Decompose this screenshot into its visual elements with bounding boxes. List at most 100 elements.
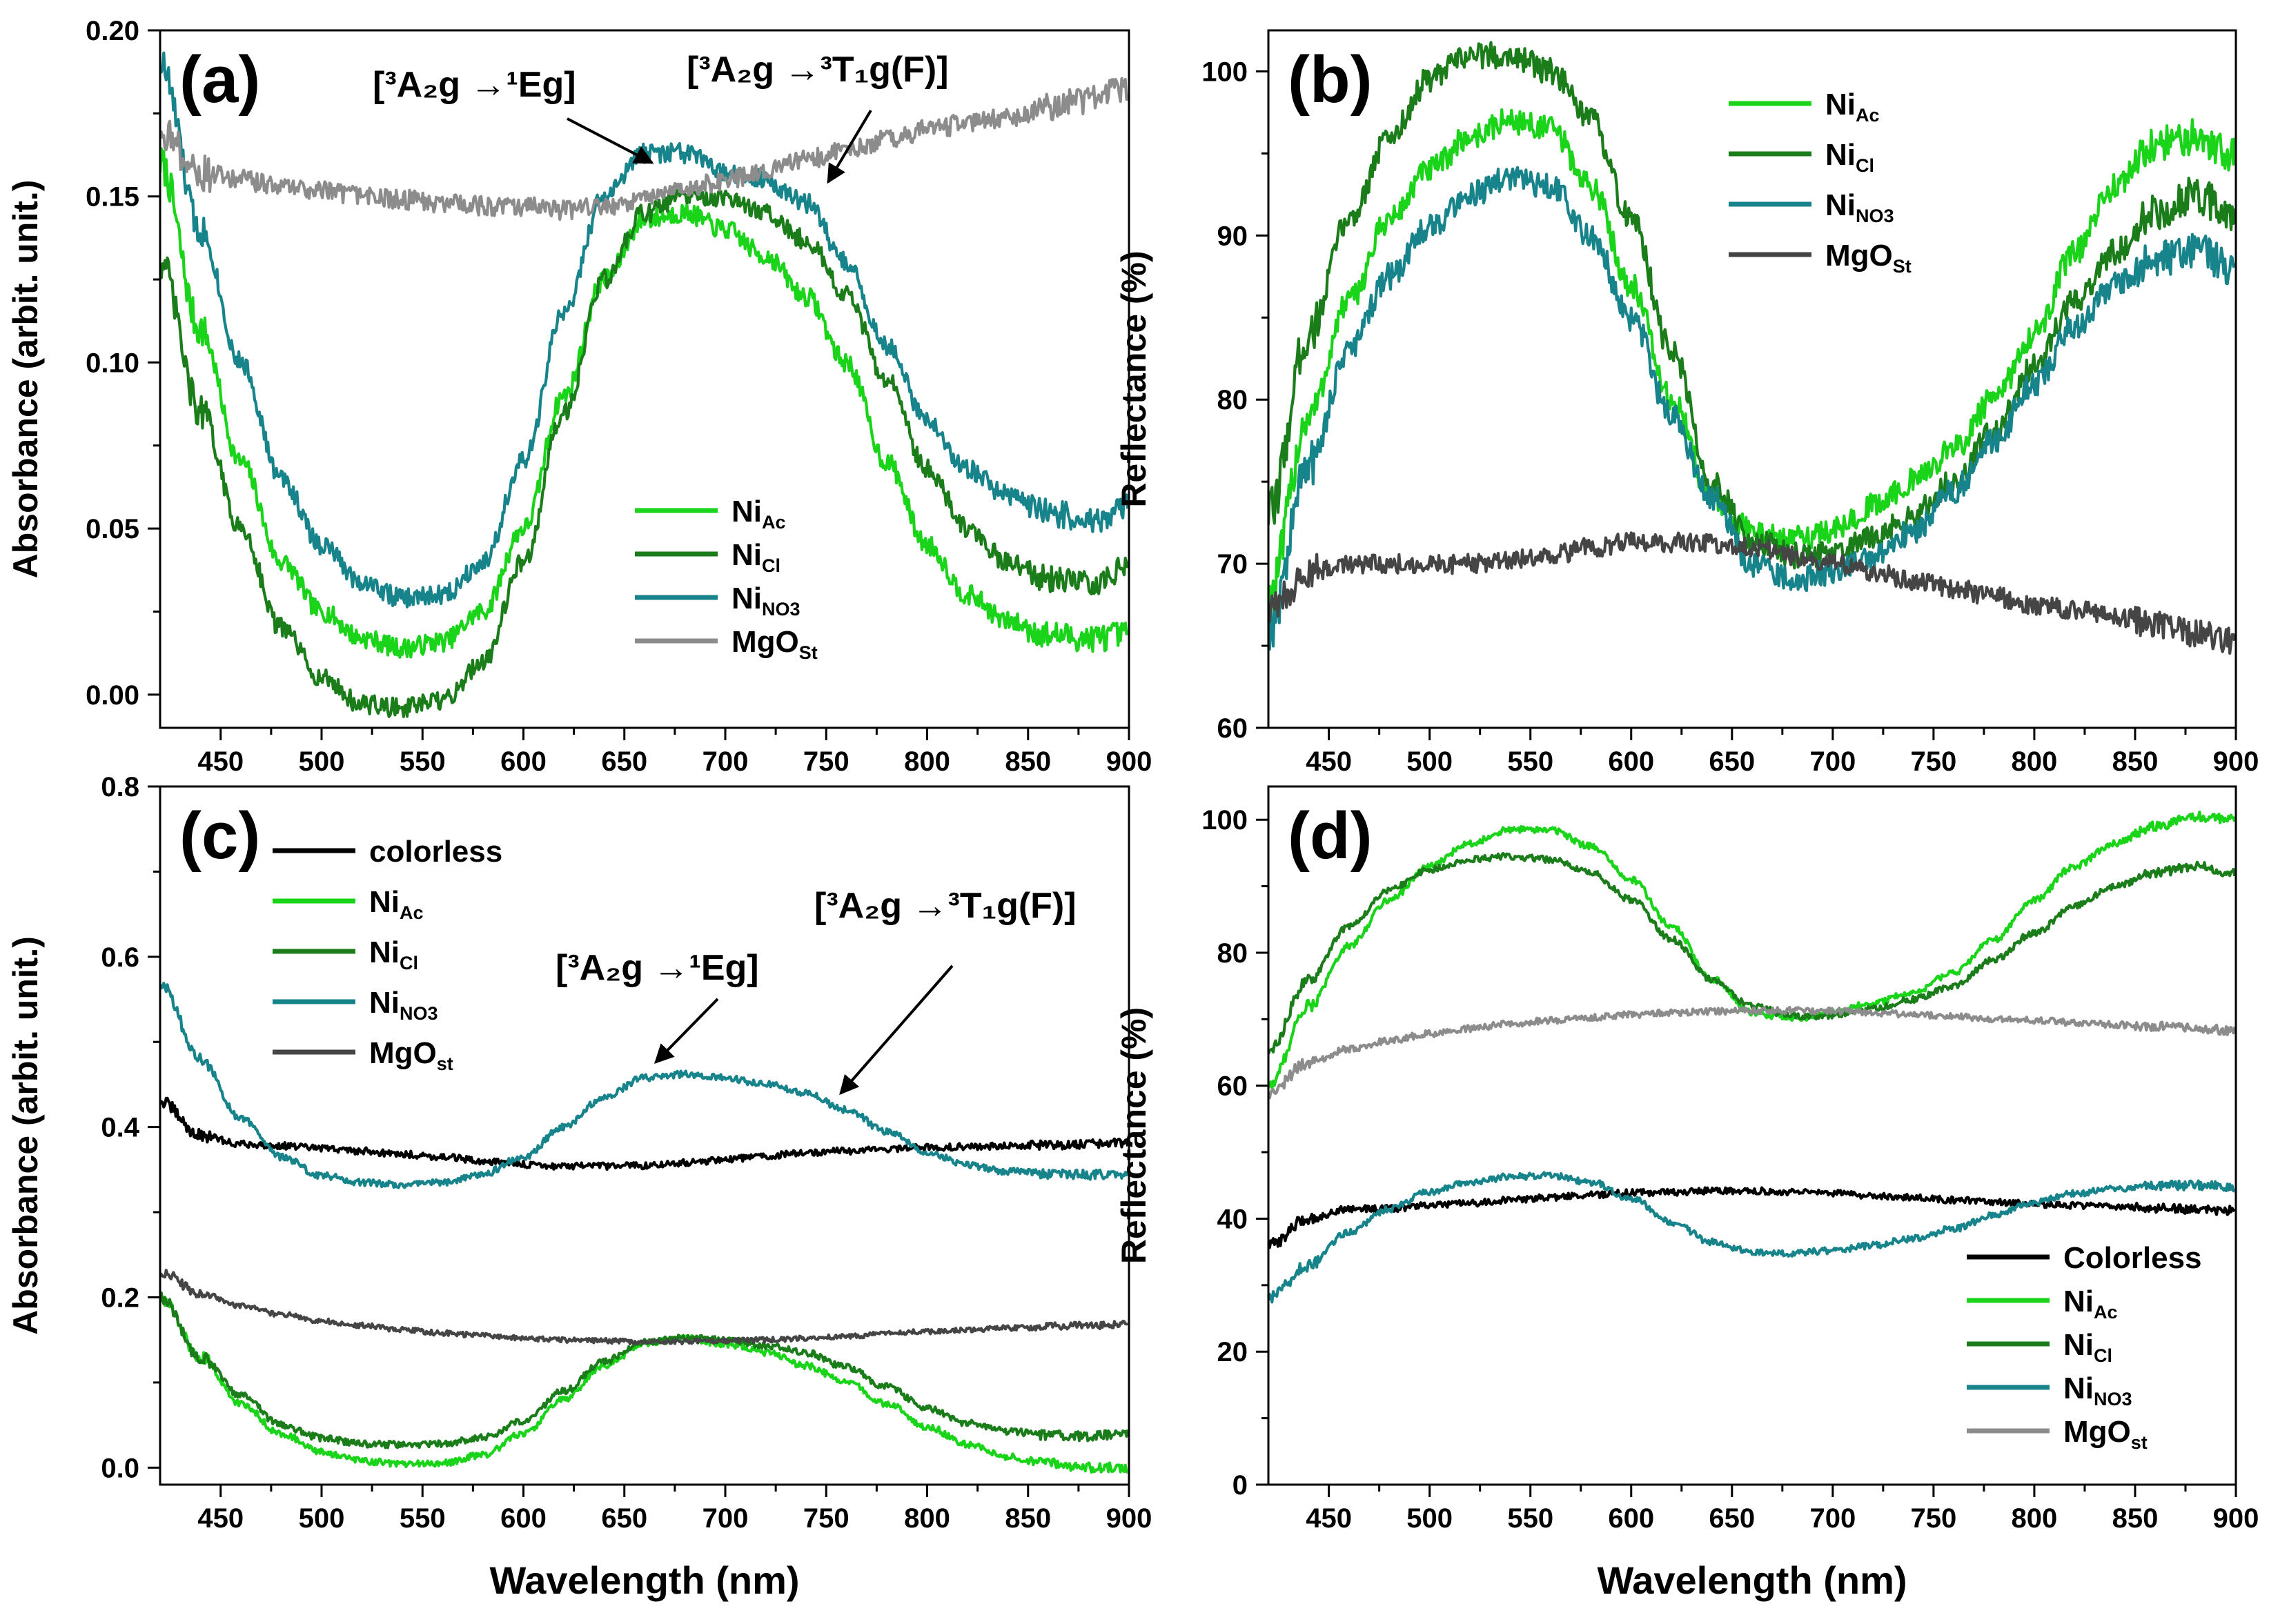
y-tick-label: 70: [1217, 549, 1248, 580]
legend-label-sub: Cl: [2094, 1345, 2112, 1366]
x-axis-label: Wavelength (nm): [489, 1558, 799, 1602]
legend-label-main: MgO: [2063, 1415, 2131, 1449]
y-tick-label: 0.6: [101, 942, 139, 973]
y-tick-label: 90: [1217, 221, 1248, 251]
panel-d: 450 500 550 600 650 700 750 800 850 900 0 20 40 60 80 1…: [1114, 785, 2259, 1602]
annotation-arrow: [839, 964, 954, 1096]
legend-label-main: Colorless: [2063, 1241, 2202, 1275]
x-tick-label: 800: [2012, 1503, 2058, 1534]
legend-label-main: Ni: [731, 495, 762, 528]
x-tick-label: 700: [703, 746, 749, 777]
series-group: [160, 982, 1129, 1474]
legend-label-sub: Cl: [1856, 155, 1874, 176]
legend-label-sub: st: [2131, 1432, 2148, 1453]
x-tick-label: 600: [1608, 1503, 1654, 1534]
y-tick-label: 60: [1217, 1071, 1248, 1102]
plot-frame: [1267, 785, 2237, 1486]
series-line-colorless: [1268, 1186, 2236, 1249]
x-tick-label: 750: [1911, 746, 1957, 777]
x-tick-label: 450: [1306, 1503, 1352, 1534]
series-line-mgo-st: [1268, 531, 2236, 655]
annotation-arrow: [654, 998, 719, 1064]
x-tick-label: 500: [1406, 1503, 1453, 1534]
x-tick-label: 500: [299, 746, 345, 777]
y-tick-label: 80: [1217, 385, 1248, 415]
legend-label-main: MgO: [1825, 239, 1893, 273]
y-tick-label: 100: [1201, 57, 1248, 87]
x-tick-label: 850: [1005, 746, 1051, 777]
x-tick-label: 550: [400, 1503, 446, 1534]
series-line-ni-ac: [160, 147, 1129, 659]
legend-label-sub: Cl: [762, 555, 780, 576]
legend-label-sub: St: [1893, 256, 1912, 277]
plot-frame: [159, 785, 1130, 1486]
legend-label-main: MgO: [731, 625, 799, 659]
x-tick-label: 500: [299, 1503, 345, 1534]
legend-label: NiNO3: [731, 582, 800, 620]
x-tick-label: 900: [1106, 746, 1152, 777]
series-line-ni-ac: [1268, 108, 2236, 619]
series-line-ni-cl: [1268, 851, 2236, 1055]
x-tick-label: 450: [1306, 746, 1352, 777]
annotation-arrow: [827, 109, 872, 184]
legend-label-sub: NO3: [762, 599, 800, 620]
annotation-3a2g-3t1g: [³A₂g →³T₁g(F)]: [687, 50, 949, 90]
y-axis-label: Reflectance (%): [1114, 1007, 1153, 1264]
series-line-ni-cl: [160, 186, 1129, 718]
x-tick-label: 500: [1406, 746, 1453, 777]
y-axis-label: Absorbance (arbit. unit.): [6, 936, 45, 1335]
legend-label: NiAc: [731, 495, 786, 533]
legend-label-main: MgO: [369, 1036, 437, 1070]
series-group: [160, 51, 1129, 718]
x-tick-label: 800: [904, 1503, 950, 1534]
legend-label-sub: st: [437, 1053, 453, 1074]
legend-label: NiAc: [2063, 1285, 2118, 1323]
legend-label-main: Ni: [1825, 188, 1856, 222]
y-tick-label: 0: [1232, 1470, 1248, 1501]
legend-label-sub: NO3: [1856, 206, 1894, 226]
legend-label-main: Ni: [1825, 88, 1856, 121]
series-line-ni-no3: [160, 51, 1129, 608]
legend-label-sub: Ac: [762, 512, 786, 533]
legend-label-sub: St: [799, 642, 818, 663]
y-tick-label: 0.00: [86, 680, 139, 711]
legend-label: MgOst: [2063, 1415, 2148, 1453]
y-tick-label: 80: [1217, 938, 1248, 969]
x-tick-label: 450: [197, 1503, 244, 1534]
panel-b: 450 500 550 600 650 700 750 800 850 900 60 70 80 90 10…: [1114, 29, 2259, 777]
x-tick-label: 650: [601, 1503, 647, 1534]
legend-label-main: Ni: [2063, 1285, 2094, 1318]
legend-label-main: Ni: [369, 935, 400, 969]
series-line-ni-cl: [1268, 41, 2236, 570]
legend-label-main: Ni: [369, 986, 400, 1020]
series-line-ni-no3: [160, 982, 1129, 1189]
legend-label-sub: Cl: [400, 953, 418, 973]
x-tick-label: 750: [803, 746, 849, 777]
y-tick-label: 0.4: [101, 1113, 139, 1143]
legend-label-sub: Ac: [400, 902, 424, 923]
legend-label-main: Ni: [2063, 1372, 2094, 1405]
x-tick-label: 800: [904, 746, 950, 777]
legend-label-main: Ni: [731, 582, 762, 615]
x-tick-label: 800: [2012, 746, 2058, 777]
y-tick-label: 0.05: [86, 514, 139, 544]
y-axis-label: Reflectance (%): [1114, 250, 1153, 507]
y-tick-label: 0.10: [86, 348, 139, 378]
legend-label: MgOst: [369, 1036, 453, 1074]
series-line-ni-ac: [1268, 810, 2236, 1090]
x-tick-label: 600: [500, 746, 547, 777]
x-tick-label: 850: [1005, 1503, 1051, 1534]
panel-letter: (c): [179, 799, 260, 873]
x-tick-label: 550: [1507, 1503, 1553, 1534]
y-tick-label: 0.2: [101, 1283, 139, 1313]
legend-label: NiCl: [2063, 1328, 2112, 1366]
x-tick-label: 650: [601, 746, 647, 777]
x-tick-label: 550: [400, 746, 446, 777]
legend-label-main: Ni: [731, 538, 762, 572]
panel-letter: (a): [179, 43, 260, 117]
plot-frame: [1267, 29, 2237, 729]
legend-label-sub: NO3: [400, 1003, 438, 1024]
legend-label: NiAc: [369, 885, 424, 923]
